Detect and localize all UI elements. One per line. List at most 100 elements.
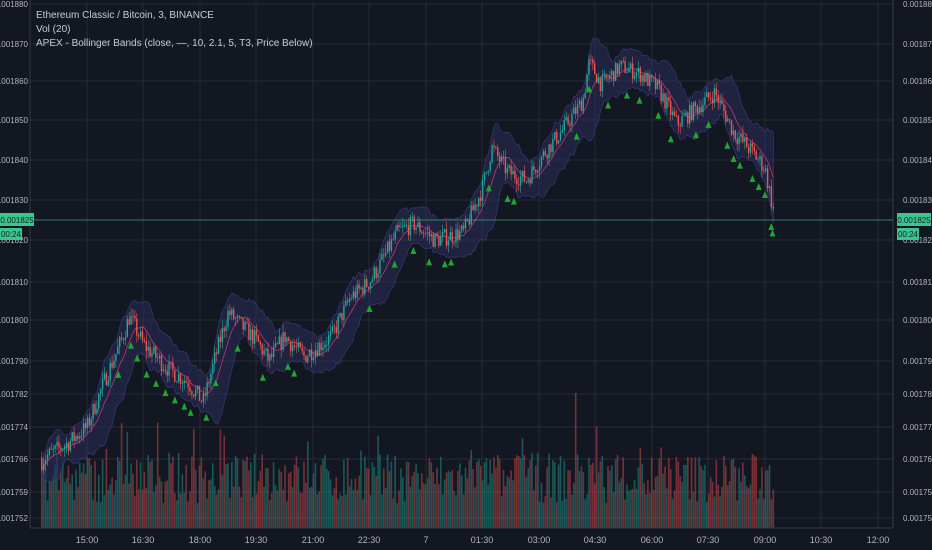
volume-bar — [641, 464, 643, 528]
candle-body — [286, 337, 288, 343]
volume-bar — [521, 437, 524, 528]
candle-body — [200, 400, 203, 402]
candle-body — [637, 67, 640, 73]
candle-body — [704, 97, 706, 105]
candle-body — [421, 232, 423, 234]
volume-bar — [52, 475, 54, 528]
volume-bar — [103, 495, 106, 528]
candle-body — [390, 239, 393, 251]
volume-bars — [41, 393, 775, 528]
volume-bar — [223, 435, 225, 528]
candle-body — [765, 168, 767, 171]
volume-bar — [139, 462, 142, 528]
candle-body — [153, 346, 155, 353]
signal-triangle — [203, 413, 210, 421]
volume-bar — [98, 475, 100, 528]
volume-bar — [525, 477, 528, 528]
volume-indicator-label[interactable]: Vol (20) — [36, 24, 71, 35]
volume-bar — [244, 460, 246, 528]
volume-bar — [504, 485, 507, 528]
volume-bar — [137, 489, 140, 528]
signal-markers — [115, 85, 776, 421]
volume-bar — [126, 432, 129, 528]
candle-body — [88, 417, 90, 426]
candle-body — [400, 226, 402, 228]
volume-bar — [757, 498, 759, 528]
volume-bar — [301, 492, 303, 528]
volume-bar — [118, 460, 121, 528]
candle-body — [219, 337, 222, 343]
candle-body — [727, 118, 729, 122]
candle-body — [179, 373, 182, 384]
volume-bar — [580, 466, 583, 528]
candle-body — [282, 332, 284, 350]
candle-body — [233, 309, 235, 319]
volume-bar — [535, 465, 537, 528]
volume-bar — [698, 457, 700, 528]
signal-triangle — [153, 379, 160, 387]
volume-bar — [310, 486, 313, 528]
candle-body — [402, 225, 404, 227]
volume-bar — [669, 468, 672, 528]
candle-body — [540, 156, 543, 167]
candle-body — [92, 403, 94, 420]
candle-body — [227, 310, 229, 327]
volume-bar — [286, 501, 288, 528]
volume-bar — [554, 462, 556, 528]
volume-bar — [136, 460, 138, 528]
volume-bar — [597, 472, 600, 528]
volume-bar — [141, 489, 144, 528]
signal-triangle — [291, 369, 298, 377]
candle-body — [204, 393, 206, 396]
x-tick-label: 09:00 — [754, 535, 777, 545]
candle-body — [257, 335, 260, 342]
candle-body — [554, 131, 556, 139]
candle-body — [696, 106, 698, 114]
volume-bar — [723, 455, 725, 528]
volume-bar — [42, 457, 45, 528]
signal-triangle — [485, 184, 492, 192]
volume-bar — [690, 457, 693, 528]
candle-body — [322, 347, 324, 351]
bollinger-indicator-label[interactable]: APEX - Bollinger Bands (close, —, 10, 2.… — [36, 38, 313, 49]
volume-bar — [571, 494, 573, 528]
volume-bar — [193, 428, 195, 528]
volume-bar — [730, 459, 733, 528]
candle-body — [508, 165, 510, 168]
volume-bar — [69, 483, 72, 528]
volume-bar — [512, 480, 514, 528]
volume-bar — [673, 490, 676, 528]
candle-body — [409, 216, 412, 236]
candle-body — [326, 344, 328, 346]
volume-bar — [702, 470, 704, 528]
candle-body — [761, 156, 763, 171]
volume-bar — [308, 487, 311, 528]
candle-body — [455, 229, 457, 243]
candle-body — [457, 229, 459, 240]
candle-body — [740, 133, 742, 138]
candle-body — [459, 230, 461, 240]
candle-body — [253, 330, 256, 344]
candle-body — [381, 254, 383, 260]
volume-bar — [371, 462, 374, 528]
volume-bar — [713, 496, 716, 528]
candle-body — [141, 331, 144, 341]
volume-bar — [160, 481, 163, 528]
candle-body — [394, 230, 396, 240]
candle-body — [94, 403, 96, 414]
volume-bar — [548, 453, 550, 528]
bollinger-bands — [41, 37, 774, 484]
volume-bar — [181, 474, 184, 528]
volume-bar — [536, 453, 539, 528]
candle-body — [149, 346, 151, 357]
volume-bar — [595, 426, 598, 528]
candle-body — [293, 345, 296, 347]
candle-body — [82, 423, 85, 437]
volume-bar — [360, 450, 362, 528]
signal-triangle — [510, 197, 517, 205]
candle-body — [556, 131, 558, 144]
volume-bar — [668, 457, 670, 528]
volume-bar — [350, 478, 353, 528]
volume-bar — [415, 463, 417, 528]
